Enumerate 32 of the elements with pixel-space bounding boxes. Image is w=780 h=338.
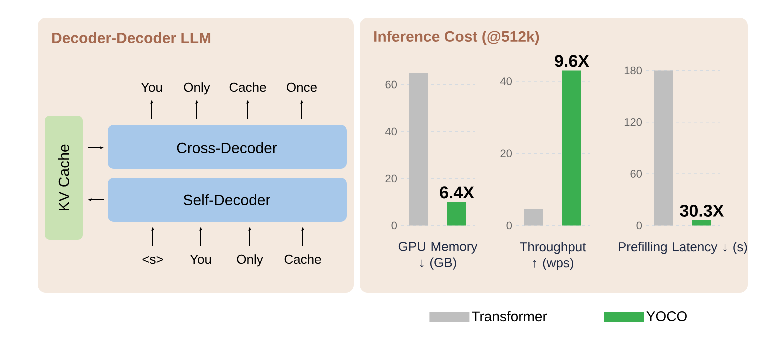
y-tick-label: 40 — [385, 128, 398, 136]
text: Once — [287, 82, 317, 92]
text: KV Cache — [58, 144, 70, 211]
text: Cross-Decoder — [177, 142, 278, 154]
text: Cache — [230, 82, 266, 92]
text: Only — [184, 82, 210, 95]
annotation: 30.3X — [680, 204, 724, 217]
x-axis-title: Prefilling Latency ↓ (s) — [619, 242, 748, 254]
legend-label: YOCO — [646, 312, 687, 322]
y-tick-label: 120 — [624, 118, 642, 126]
y-tick-label: 20 — [500, 150, 512, 158]
annotation: 6.4X — [440, 186, 474, 199]
text: <s> — [142, 256, 164, 264]
y-tick-label: 20 — [386, 174, 398, 183]
text: Inference Cost (@512k) — [374, 31, 540, 45]
y-tick-label: 0 — [636, 222, 642, 230]
y-tick-label: 0 — [392, 222, 398, 230]
y-tick-label: 180 — [624, 66, 642, 75]
text: You — [190, 255, 212, 264]
y-tick-label: 40 — [500, 78, 512, 86]
text: Only — [237, 254, 264, 267]
text: You — [141, 83, 162, 92]
text: Decoder-Decoder LLM — [52, 32, 211, 44]
y-tick-label: 0 — [506, 222, 512, 230]
x-axis-title: Throughput ↑ (wps) — [520, 242, 586, 270]
text: 9.6X — [555, 55, 590, 68]
text: Cache — [284, 254, 322, 264]
x-axis-title: GPU Memory ↓ (GB) — [398, 242, 478, 270]
y-tick-label: 60 — [386, 80, 398, 89]
legend-label: Transformer — [472, 311, 548, 322]
y-tick-label: 60 — [630, 170, 642, 178]
text: Self-Decoder — [184, 194, 270, 206]
